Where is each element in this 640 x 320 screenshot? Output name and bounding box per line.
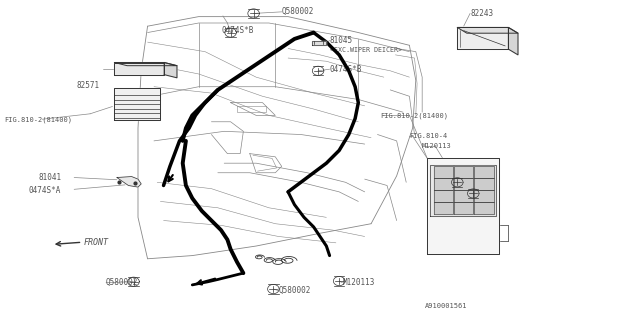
Text: Q580002: Q580002 [282, 7, 314, 16]
Polygon shape [115, 62, 164, 75]
Text: 82243: 82243 [470, 9, 493, 18]
Polygon shape [474, 166, 493, 178]
Text: 0474S*B: 0474S*B [330, 65, 362, 74]
Text: 81045: 81045 [330, 36, 353, 45]
Text: M120113: M120113 [422, 143, 452, 149]
Text: Q580002: Q580002 [278, 286, 311, 295]
Polygon shape [428, 158, 499, 254]
Polygon shape [508, 28, 518, 55]
Text: 0474S*B: 0474S*B [221, 27, 253, 36]
Text: 0474S*A: 0474S*A [29, 186, 61, 195]
Polygon shape [454, 178, 474, 190]
Text: M120113: M120113 [342, 278, 375, 287]
Polygon shape [474, 202, 493, 214]
Text: <EXC.WIPER DEICER>: <EXC.WIPER DEICER> [330, 47, 401, 53]
Polygon shape [434, 166, 453, 178]
Text: Q580002: Q580002 [106, 278, 138, 287]
Text: FIG.810-2(81400): FIG.810-2(81400) [381, 112, 449, 119]
Text: 81041: 81041 [38, 173, 61, 182]
Polygon shape [474, 190, 493, 202]
Polygon shape [431, 165, 495, 216]
Polygon shape [434, 190, 453, 202]
Polygon shape [454, 202, 474, 214]
Polygon shape [434, 202, 453, 214]
Polygon shape [117, 177, 141, 187]
Polygon shape [115, 88, 161, 120]
Polygon shape [164, 62, 177, 78]
Text: FIG.810-4: FIG.810-4 [410, 133, 447, 139]
Polygon shape [115, 62, 177, 66]
Polygon shape [454, 166, 474, 178]
Text: A910001561: A910001561 [426, 303, 468, 309]
Polygon shape [458, 28, 508, 49]
Polygon shape [454, 190, 474, 202]
Text: FIG.810-2(81400): FIG.810-2(81400) [4, 117, 72, 124]
Text: FRONT: FRONT [84, 238, 109, 247]
Text: 82571: 82571 [77, 81, 100, 90]
Polygon shape [312, 41, 326, 45]
Polygon shape [434, 178, 453, 190]
Polygon shape [458, 28, 518, 33]
Polygon shape [474, 178, 493, 190]
